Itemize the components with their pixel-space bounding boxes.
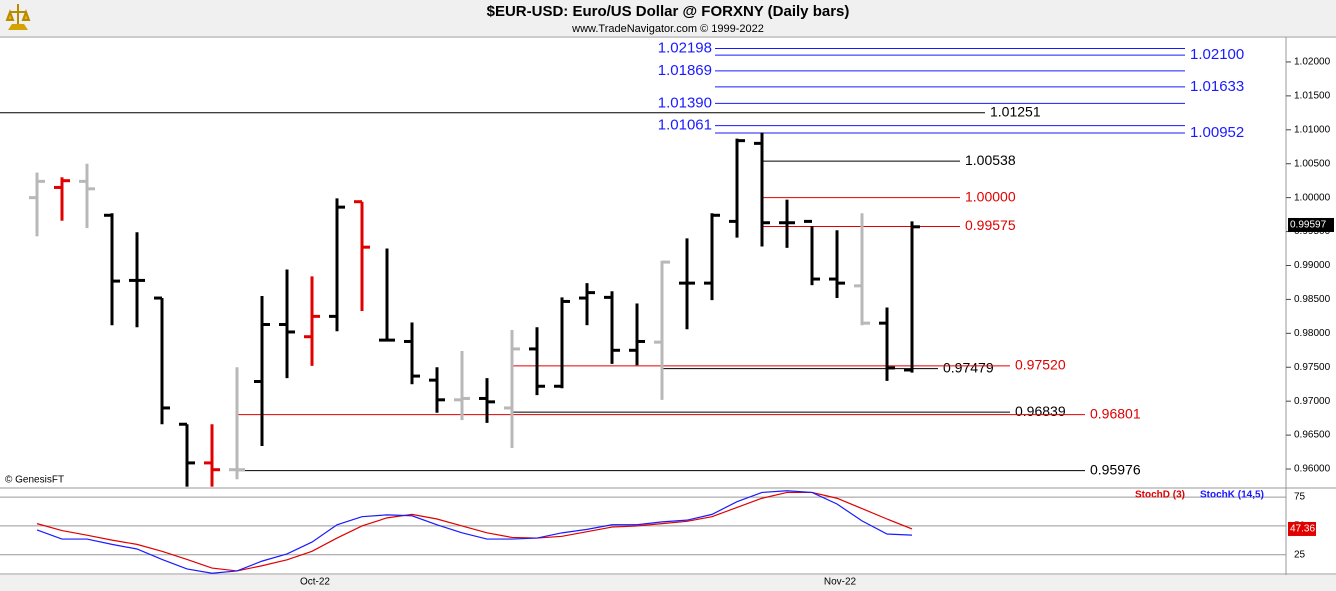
stoch-line (36, 490, 913, 574)
y-tick-label: 0.98000 (1294, 328, 1331, 339)
level-label: 1.01633 (1190, 78, 1244, 95)
chart-subtitle: www.TradeNavigator.com © 1999-2022 (571, 23, 764, 35)
level-label: 1.01390 (658, 94, 712, 111)
level-label: 0.99575 (965, 217, 1016, 233)
legend-entry: StochD (3) (1135, 490, 1185, 501)
y-tick-label: 0.98500 (1294, 294, 1331, 305)
level-label: 1.02198 (658, 39, 712, 56)
y-tick-label: 0.97500 (1294, 362, 1331, 373)
legend-entry: StochK (14,5) (1200, 490, 1264, 501)
x-tick-label: Nov-22 (824, 577, 857, 588)
level-label: 1.00000 (965, 188, 1016, 204)
stoch-line (36, 491, 913, 572)
y-tick-label: 0.96000 (1294, 464, 1331, 475)
level-label: 0.97520 (1015, 357, 1066, 373)
level-label: 1.01251 (990, 103, 1041, 119)
y-tick-label: 1.02000 (1294, 57, 1331, 68)
last-value-box (1288, 521, 1316, 536)
y-tick-label: 0.97000 (1294, 396, 1331, 407)
y-tick-label: 1.01500 (1294, 91, 1331, 102)
level-label: 0.96839 (1015, 403, 1066, 419)
header-bar (0, 0, 1336, 36)
last-price-box (1288, 217, 1334, 232)
level-label: 0.96801 (1090, 405, 1141, 421)
y-tick-label: 0.96500 (1294, 430, 1331, 441)
level-label: 1.01869 (658, 62, 712, 79)
logo (5, 4, 31, 30)
y-tick-label: 1.00500 (1294, 158, 1331, 169)
level-label: 1.01061 (658, 117, 712, 134)
level-label: 1.00538 (965, 152, 1016, 168)
level-label: 0.97479 (943, 359, 994, 375)
y-tick-label: 25 (1294, 549, 1306, 560)
credit: © GenesisFT (5, 475, 64, 486)
last-price-label: 0.99597 (1290, 220, 1327, 231)
level-label: 0.95976 (1090, 461, 1141, 477)
x-axis-strip (0, 575, 1336, 591)
level-label: 1.00952 (1190, 124, 1244, 141)
level-label: 1.02100 (1190, 46, 1244, 63)
x-tick-label: Oct-22 (300, 577, 330, 588)
chart-title: $EUR-USD: Euro/US Dollar @ FORXNY (Daily… (487, 3, 850, 20)
y-tick-label: 75 (1294, 492, 1306, 503)
last-value-label: 47.36 (1290, 524, 1315, 535)
y-tick-label: 1.01000 (1294, 124, 1331, 135)
y-tick-label: 1.00000 (1294, 192, 1331, 203)
y-tick-label: 0.99000 (1294, 260, 1331, 271)
